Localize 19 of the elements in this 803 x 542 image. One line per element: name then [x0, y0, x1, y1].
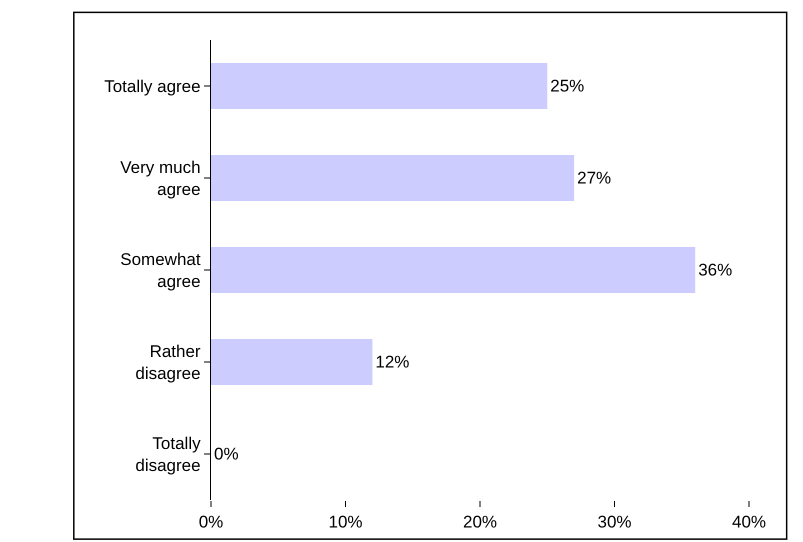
data-label: 12% — [375, 352, 410, 372]
x-tick-label: 0% — [198, 512, 224, 532]
y-tick-label: Totally agree — [104, 76, 201, 96]
data-label: 0% — [214, 444, 239, 464]
x-tick-label: 40% — [732, 512, 766, 532]
y-tick-label: Somewhat agree — [120, 250, 201, 291]
data-label: 36% — [698, 260, 732, 280]
bar — [211, 63, 548, 109]
data-label: 25% — [550, 76, 584, 96]
x-tick-label: 10% — [328, 512, 363, 532]
x-tick-label: 20% — [462, 512, 498, 532]
x-tick-label: 30% — [597, 512, 632, 532]
bar — [211, 247, 696, 293]
data-label: 27% — [577, 168, 612, 188]
y-tick-label: Totally disagree — [135, 434, 202, 475]
y-tick-label: Rather disagree — [135, 342, 201, 383]
y-tick-label: Very much agree — [120, 158, 201, 199]
bar — [211, 155, 574, 201]
bar — [211, 339, 372, 385]
